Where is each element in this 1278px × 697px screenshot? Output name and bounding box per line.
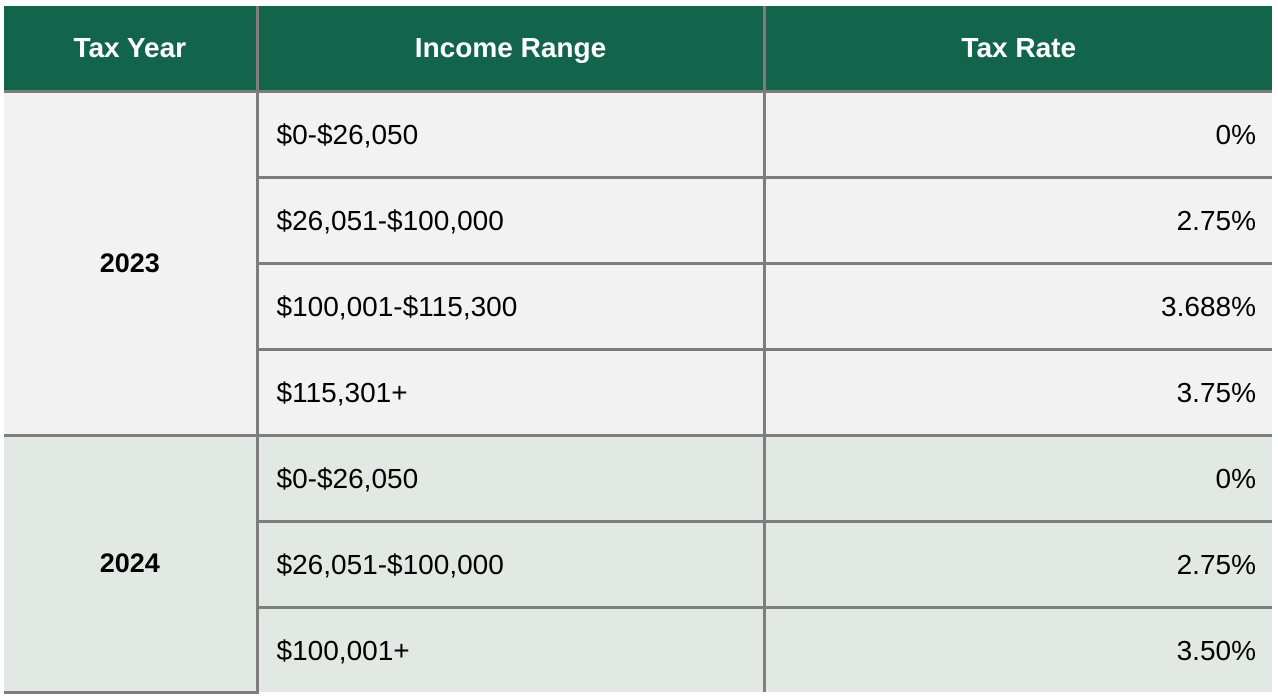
header-income-range: Income Range (255, 6, 764, 93)
table-row: 2023 $0-$26,050 0% (4, 91, 1272, 437)
income-range-cell: $115,301+ (255, 349, 764, 437)
table-row: $115,301+ 3.75% (4, 349, 1272, 437)
income-range-cell: $26,051-$100,000 (255, 521, 764, 609)
tax-rate-cell: 2.75% (762, 177, 1272, 265)
tax-year-cell: 2023 (4, 91, 257, 437)
income-range-cell: $100,001+ (255, 607, 764, 692)
tax-rate-cell: 3.50% (762, 607, 1272, 692)
tax-rate-cell: 0% (762, 91, 1272, 179)
income-range-cell: $0-$26,050 (255, 91, 764, 179)
table-row: $100,001+ 3.50% (4, 607, 1272, 692)
table-row: 2024 $0-$26,050 0% (4, 435, 1272, 694)
tax-rate-table: Tax Year Income Range Tax Rate 2023 $0-$… (4, 6, 1272, 694)
income-range-cell: $100,001-$115,300 (255, 263, 764, 351)
table-row: $26,051-$100,000 2.75% (4, 177, 1272, 265)
tax-rate-cell: 0% (762, 435, 1272, 523)
table-row: $26,051-$100,000 2.75% (4, 521, 1272, 609)
tax-year-cell: 2024 (4, 435, 257, 694)
income-range-cell: $26,051-$100,000 (255, 177, 764, 265)
table-header: Tax Year Income Range Tax Rate (4, 6, 1272, 93)
header-tax-rate: Tax Rate (762, 6, 1272, 93)
header-tax-year: Tax Year (4, 6, 257, 93)
year-group-2024: 2024 $0-$26,050 0% $26,051-$100,000 2.75… (4, 435, 1272, 694)
header-row: Tax Year Income Range Tax Rate (4, 6, 1272, 93)
tax-rate-cell: 2.75% (762, 521, 1272, 609)
year-group-2023: 2023 $0-$26,050 0% $26,051-$100,000 2.75… (4, 91, 1272, 437)
table-row: $100,001-$115,300 3.688% (4, 263, 1272, 351)
tax-rate-cell: 3.688% (762, 263, 1272, 351)
income-range-cell: $0-$26,050 (255, 435, 764, 523)
tax-rate-cell: 3.75% (762, 349, 1272, 437)
